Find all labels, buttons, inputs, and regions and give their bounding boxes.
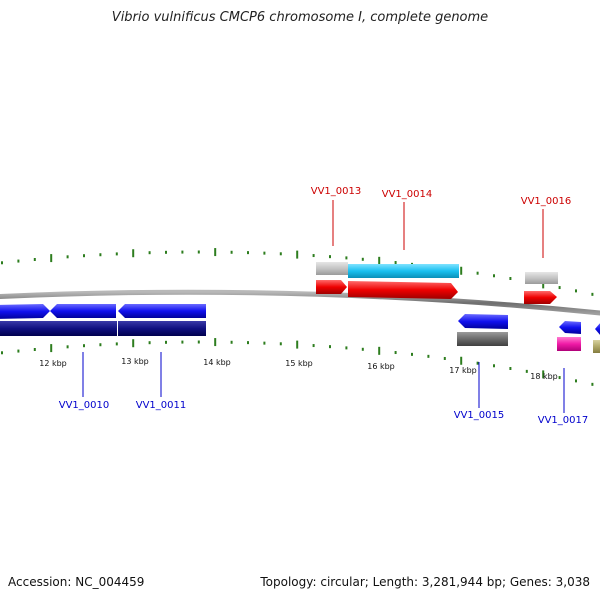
gene-feature-vv1-0014-cyan[interactable]: [348, 264, 459, 278]
lower-leader-lines: [82, 352, 565, 413]
gene-label-top[interactable]: VV1_0013: [311, 186, 362, 197]
axis-label-kbp: 12 kbp: [39, 359, 67, 368]
gene-feature-gray[interactable]: [316, 262, 348, 275]
genome-backbone: [0, 289, 600, 316]
gene-feature-vv1-0013[interactable]: [316, 280, 347, 294]
gene-feature-olive[interactable]: [593, 340, 600, 353]
accession-text: Accession: NC_004459: [8, 575, 145, 589]
gene-feature-vv1-0010[interactable]: [50, 304, 116, 318]
genome-title: Vibrio vulnificus CMCP6 chromosome I, co…: [111, 10, 489, 25]
gene-label-top[interactable]: VV1_0016: [521, 196, 572, 207]
axis-label-kbp: 18 kbp: [530, 372, 558, 381]
gene-feature-vv1-0011[interactable]: [118, 304, 206, 318]
gene-feature-blue[interactable]: [559, 321, 581, 334]
genome-summary-text: Topology: circular; Length: 3,281,944 bp…: [260, 575, 590, 589]
gene-feature-blue[interactable]: [595, 322, 600, 336]
axis-label-kbp: 15 kbp: [285, 359, 313, 368]
lower-tick-marks: [1, 338, 594, 386]
gene-feature-vv1-0015[interactable]: [458, 314, 508, 329]
gene-feature-navy[interactable]: [0, 321, 117, 336]
gene-feature-darkgray[interactable]: [457, 332, 508, 346]
gene-label-bottom[interactable]: VV1_0011: [136, 400, 187, 411]
gene-feature-navy[interactable]: [118, 321, 206, 336]
gene-feature-vv1-0017-magenta[interactable]: [557, 337, 581, 351]
upper-tick-marks: [1, 248, 594, 296]
upper-leader-lines: [332, 200, 544, 258]
axis-label-kbp: 17 kbp: [449, 366, 477, 375]
gene-feature-vv1-0014[interactable]: [348, 281, 458, 299]
gene-feature-blue[interactable]: [0, 304, 50, 319]
gene-feature-vv1-0016[interactable]: [524, 291, 557, 304]
gene-label-top[interactable]: VV1_0014: [382, 189, 433, 200]
axis-label-kbp: 14 kbp: [203, 358, 231, 367]
axis-label-kbp: 16 kbp: [367, 362, 395, 371]
gene-feature-gray[interactable]: [525, 272, 558, 284]
gene-label-bottom[interactable]: VV1_0017: [538, 415, 589, 426]
axis-label-kbp: 13 kbp: [121, 357, 149, 366]
gene-label-bottom[interactable]: VV1_0010: [59, 400, 110, 411]
gene-label-bottom[interactable]: VV1_0015: [454, 410, 505, 421]
